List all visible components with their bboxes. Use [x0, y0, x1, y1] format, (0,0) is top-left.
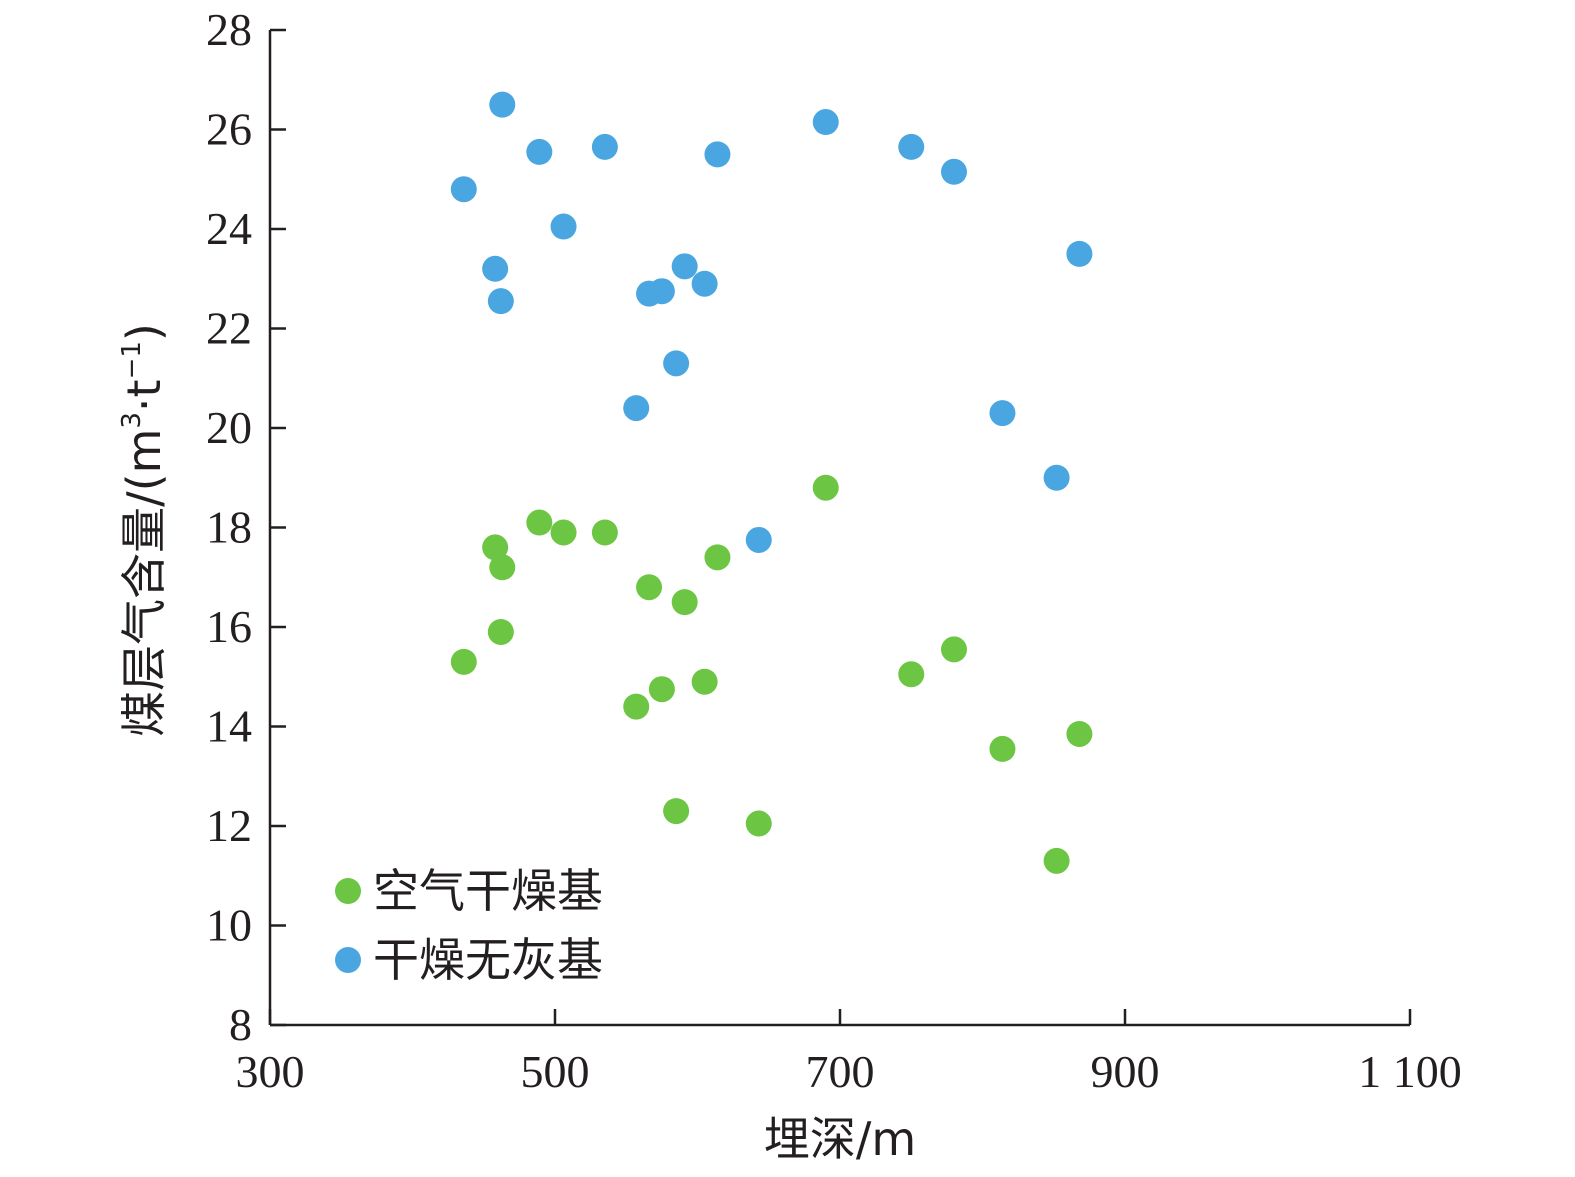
data-point-dry-ash-free [989, 400, 1016, 427]
y-tick-label: 24 [206, 203, 252, 254]
x-tick-label: 1 100 [1358, 1046, 1462, 1097]
y-tick-label: 14 [206, 701, 252, 752]
data-point-dry-ash-free [623, 395, 650, 422]
y-axis-title-end: ) [117, 323, 171, 341]
data-point-air-dried [671, 589, 698, 616]
legend-label-air-dried: 空气干燥基 [373, 864, 603, 918]
data-point-dry-ash-free [704, 141, 731, 168]
data-point-dry-ash-free [591, 133, 618, 160]
data-point-dry-ash-free [691, 270, 718, 297]
x-ticks: 300 500 700 900 1 100 [236, 1009, 1462, 1097]
data-point-air-dried [636, 574, 663, 601]
y-tick-label: 22 [206, 303, 252, 354]
data-point-air-dried [941, 636, 967, 663]
y-ticks: 8 10 12 14 16 18 20 22 24 26 28 [206, 4, 286, 1050]
data-point-air-dried [745, 810, 772, 837]
data-point-dry-ash-free [487, 288, 514, 315]
y-axis-title-main: 煤层气含量/(m [117, 429, 171, 737]
legend-label-dry-ash-free: 干燥无灰基 [373, 933, 603, 987]
y-tick-label: 26 [206, 104, 252, 155]
x-tick-label: 500 [521, 1046, 590, 1097]
legend-marker-air-dried [335, 878, 361, 904]
data-point-air-dried [663, 798, 690, 825]
x-tick-label: 700 [806, 1046, 875, 1097]
y-axis-title-sup2: −1 [117, 341, 147, 379]
legend-marker-dry-ash-free [335, 947, 361, 973]
data-point-air-dried [989, 735, 1016, 762]
data-point-dry-ash-free [898, 133, 925, 160]
data-point-dry-ash-free [941, 158, 967, 185]
data-point-air-dried [1043, 847, 1070, 874]
data-point-air-dried [450, 648, 477, 675]
data-point-dry-ash-free [489, 91, 516, 118]
legend: 空气干燥基 干燥无灰基 [335, 864, 603, 987]
data-point-air-dried [704, 544, 731, 571]
data-point-dry-ash-free [482, 255, 509, 282]
data-point-air-dried [623, 693, 650, 720]
data-point-air-dried [812, 474, 839, 501]
data-point-dry-ash-free [450, 176, 477, 203]
x-tick-label: 300 [236, 1046, 305, 1097]
data-point-air-dried [526, 509, 553, 536]
data-point-air-dried [691, 668, 718, 695]
y-tick-label: 28 [206, 4, 252, 55]
y-tick-label: 16 [206, 601, 252, 652]
data-points [450, 91, 1093, 874]
data-point-air-dried [648, 676, 675, 703]
x-tick-label: 900 [1091, 1046, 1160, 1097]
data-point-dry-ash-free [745, 526, 772, 553]
data-point-dry-ash-free [663, 350, 690, 377]
data-point-air-dried [591, 519, 618, 546]
data-point-dry-ash-free [526, 138, 553, 165]
data-point-dry-ash-free [1043, 464, 1070, 491]
data-point-dry-ash-free [648, 278, 675, 305]
y-tick-label: 10 [206, 900, 252, 951]
data-point-dry-ash-free [550, 213, 577, 240]
y-tick-label: 12 [206, 800, 252, 851]
data-point-air-dried [482, 534, 509, 561]
data-point-air-dried [1066, 720, 1093, 747]
data-point-air-dried [489, 554, 516, 581]
data-point-dry-ash-free [812, 109, 839, 136]
y-axis-title-mid: ·t [117, 379, 171, 412]
data-point-air-dried [487, 618, 514, 645]
data-point-dry-ash-free [671, 253, 698, 280]
y-tick-label: 18 [206, 502, 252, 553]
y-axis-title: 煤层气含量/(m3·t−1) [117, 323, 171, 737]
x-axis-title: 埋深/m [764, 1112, 916, 1166]
data-point-dry-ash-free [1066, 240, 1093, 267]
y-axis-title-sup1: 3 [117, 412, 147, 429]
data-point-air-dried [898, 661, 925, 688]
y-tick-label: 20 [206, 402, 252, 453]
y-tick-label: 8 [229, 999, 252, 1050]
data-point-air-dried [550, 519, 577, 546]
